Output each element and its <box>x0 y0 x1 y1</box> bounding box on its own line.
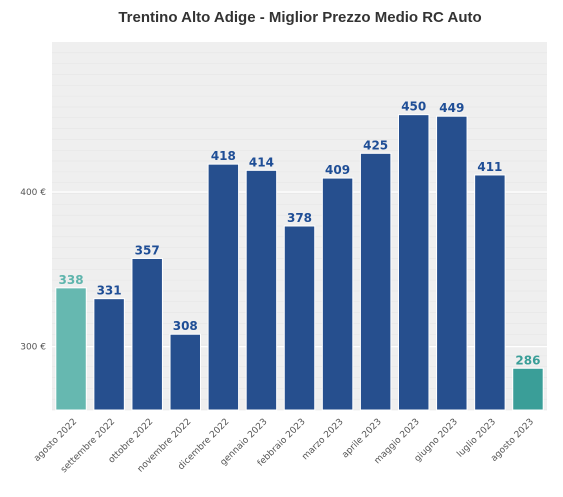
data-label: 378 <box>287 211 312 225</box>
data-label: 338 <box>59 273 84 287</box>
bar <box>321 177 354 411</box>
data-label: 308 <box>173 319 198 333</box>
data-label: 418 <box>211 149 236 163</box>
bar <box>512 367 544 411</box>
bar <box>359 152 392 411</box>
data-label: 411 <box>477 160 502 174</box>
data-label: 409 <box>325 163 350 177</box>
bar <box>245 169 278 411</box>
bar <box>55 287 87 411</box>
data-label: 414 <box>249 155 274 169</box>
data-label: 286 <box>515 353 540 367</box>
bar <box>93 298 125 411</box>
data-label: 357 <box>135 243 160 257</box>
bar <box>474 174 506 411</box>
data-label: 331 <box>97 284 122 298</box>
data-label: 450 <box>401 100 426 114</box>
y-tick-label: 400 € <box>20 188 46 198</box>
bar <box>131 257 163 411</box>
bar <box>436 115 468 411</box>
data-label: 449 <box>439 101 464 115</box>
bar <box>169 333 201 411</box>
bar <box>207 163 240 411</box>
y-tick-label: 300 € <box>20 343 46 353</box>
data-label: 425 <box>363 138 388 152</box>
bar <box>398 114 430 411</box>
bar <box>283 225 316 411</box>
chart-title: Trentino Alto Adige - Miglior Prezzo Med… <box>118 9 481 26</box>
